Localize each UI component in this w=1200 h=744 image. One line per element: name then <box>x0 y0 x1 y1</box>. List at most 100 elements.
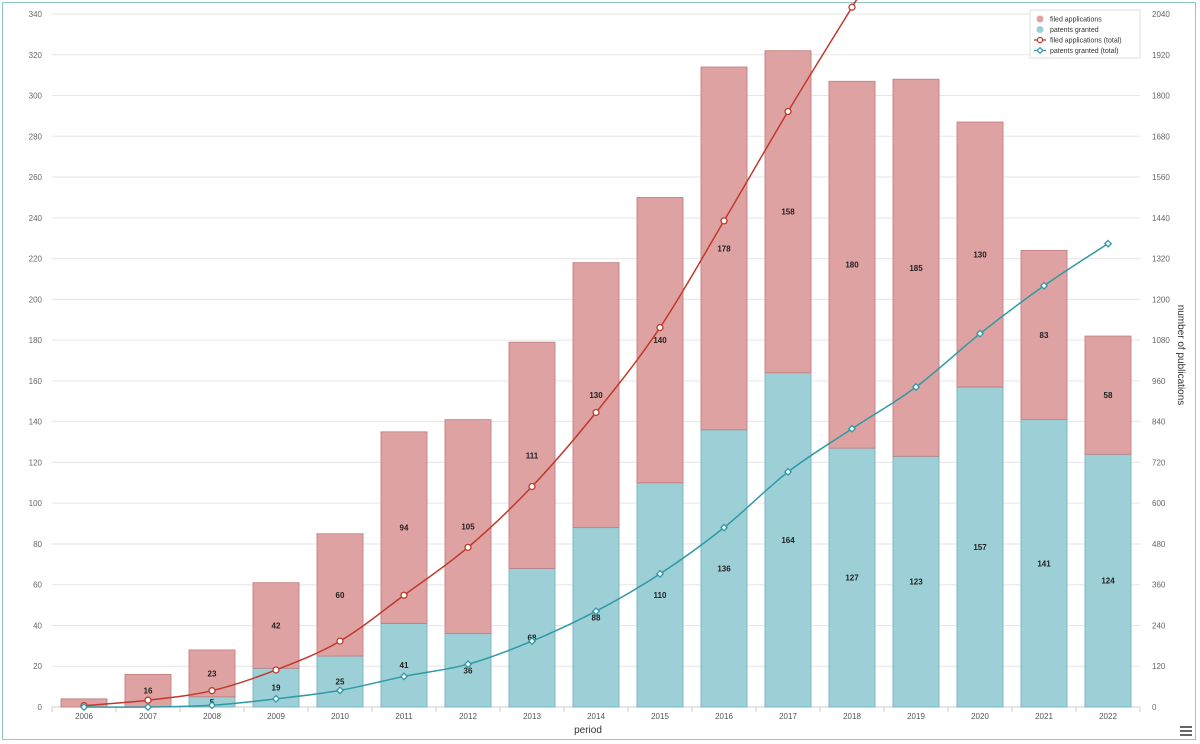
bar-label-filed-applications: 83 <box>1040 331 1049 340</box>
legend-label: patents granted (total) <box>1050 48 1119 55</box>
x-tick-label: 2021 <box>1035 712 1053 721</box>
point-patents-granted-total <box>1039 281 1049 290</box>
y2-tick-label: 1320 <box>1152 255 1170 264</box>
legend-label: filed applications <box>1050 17 1102 24</box>
y-tick-label: 260 <box>29 173 43 182</box>
y2-tick-label: 960 <box>1152 377 1166 386</box>
x-tick-label: 2011 <box>395 712 413 721</box>
y2-tick-label: 1440 <box>1152 214 1170 223</box>
bar-label-patents-granted: 141 <box>1037 559 1051 568</box>
y2-tick-label: 480 <box>1152 540 1166 549</box>
bar-filed-applications <box>828 80 876 449</box>
point-patents-granted-total <box>271 694 281 703</box>
y2-tick-label: 2040 <box>1152 10 1170 19</box>
bar-label-patents-granted: 124 <box>1101 577 1115 586</box>
legend-box <box>1029 9 1141 59</box>
x-tick-label: 2008 <box>203 712 221 721</box>
y2-tick-label: 600 <box>1152 499 1166 508</box>
y-tick-label: 80 <box>33 540 42 549</box>
point-patents-granted-total <box>783 467 793 477</box>
right-axis-title: number of publications <box>1175 305 1186 406</box>
point-patents-granted-total <box>527 636 537 646</box>
bar-filed-applications <box>956 121 1004 388</box>
point-filed-applications-total <box>848 3 856 11</box>
y2-tick-label: 1200 <box>1152 295 1170 304</box>
y-tick-label: 220 <box>29 255 43 264</box>
bar-label-filed-applications: 185 <box>909 264 923 273</box>
y-tick-label: 160 <box>29 377 43 386</box>
point-patents-granted-total <box>335 686 345 695</box>
point-patents-granted-total <box>847 424 857 433</box>
bar-label-filed-applications: 111 <box>526 451 539 460</box>
bar-patents-granted <box>572 527 620 708</box>
point-patents-granted-total <box>591 607 601 616</box>
x-tick-label: 2007 <box>139 712 157 721</box>
bar-label-filed-applications: 180 <box>845 261 859 270</box>
y-tick-label: 340 <box>29 10 43 19</box>
bar-label-patents-granted: 164 <box>781 536 795 545</box>
left-axis: 0 20 40 60 80 100 120 140 160 180 200 220 240 260 280 3… <box>29 10 43 712</box>
y-tick-label: 300 <box>29 92 43 101</box>
menu-bar-1 <box>1180 726 1192 728</box>
bar-filed-applications <box>892 78 940 457</box>
point-filed-applications-total <box>592 408 600 417</box>
x-tick-label: 2010 <box>331 712 349 721</box>
bar-label-patents-granted: 110 <box>654 591 667 600</box>
y2-tick-label: 1680 <box>1152 132 1170 141</box>
bar-patents-granted <box>828 447 876 708</box>
bar-patents-granted <box>316 655 364 708</box>
point-filed-applications-total <box>272 666 280 674</box>
menu-bar-3 <box>1180 734 1192 736</box>
chart-menu-icon[interactable] <box>1180 726 1192 736</box>
y-tick-label: 40 <box>33 621 42 630</box>
point-filed-applications-total <box>400 591 408 599</box>
right-axis: 0 120 240 360 480 600 720 840 960 1080 1200 1320 144… <box>1152 10 1170 712</box>
bar-label-patents-granted: 88 <box>592 613 601 622</box>
point-patents-granted-total <box>719 523 729 532</box>
bar-filed-applications <box>252 582 300 669</box>
point-filed-applications-total <box>528 482 536 491</box>
bar-filed-applications <box>572 262 620 529</box>
point-patents-granted-total <box>463 660 473 669</box>
bar-label-filed-applications: 140 <box>653 336 667 345</box>
bar-label-filed-applications: 178 <box>717 244 731 253</box>
x-axis-title: period <box>574 725 602 736</box>
x-tick-label: 2012 <box>459 712 477 721</box>
y2-tick-label: 0 <box>1152 703 1157 712</box>
point-filed-applications-total <box>464 543 472 551</box>
bar-patents-granted <box>956 386 1004 708</box>
legend-label: filed applications (total) <box>1050 38 1122 45</box>
y2-tick-label: 1920 <box>1152 51 1170 60</box>
legend-swatch-marker <box>1036 46 1044 55</box>
x-tick-label: 2019 <box>907 712 925 721</box>
point-patents-granted-total <box>207 701 217 710</box>
bar-label-patents-granted: 19 <box>272 684 281 693</box>
point-patents-granted-total <box>399 672 409 681</box>
bar-filed-applications <box>1020 250 1068 421</box>
point-filed-applications-total <box>208 687 216 695</box>
point-filed-applications-total <box>144 696 152 704</box>
bar-label-patents-granted: 41 <box>400 661 409 670</box>
x-tick-label: 2017 <box>779 712 797 721</box>
y-tick-label: 140 <box>29 418 43 427</box>
bar-filed-applications <box>316 533 364 657</box>
bar-label-patents-granted: 25 <box>336 678 345 687</box>
legend-label: patents granted <box>1050 27 1099 34</box>
bar-patents-granted <box>380 623 428 708</box>
bar-label-filed-applications: 16 <box>144 687 153 696</box>
menu-bar-2 <box>1180 730 1192 732</box>
point-filed-applications-total <box>720 217 728 225</box>
bar-label-patents-granted: 123 <box>909 578 923 587</box>
bar-filed-applications <box>1084 335 1132 455</box>
x-tick-label: 2014 <box>587 712 605 721</box>
y-tick-label: 200 <box>29 295 43 304</box>
bar-label-filed-applications: 94 <box>400 524 409 533</box>
y2-tick-label: 240 <box>1152 621 1166 630</box>
x-tick-label: 2009 <box>267 712 285 721</box>
bar-patents-granted <box>700 429 748 708</box>
bar-label-filed-applications: 23 <box>208 669 217 678</box>
bar-label-filed-applications: 130 <box>589 391 603 400</box>
y-tick-label: 120 <box>29 458 43 467</box>
point-filed-applications-total <box>336 637 344 645</box>
